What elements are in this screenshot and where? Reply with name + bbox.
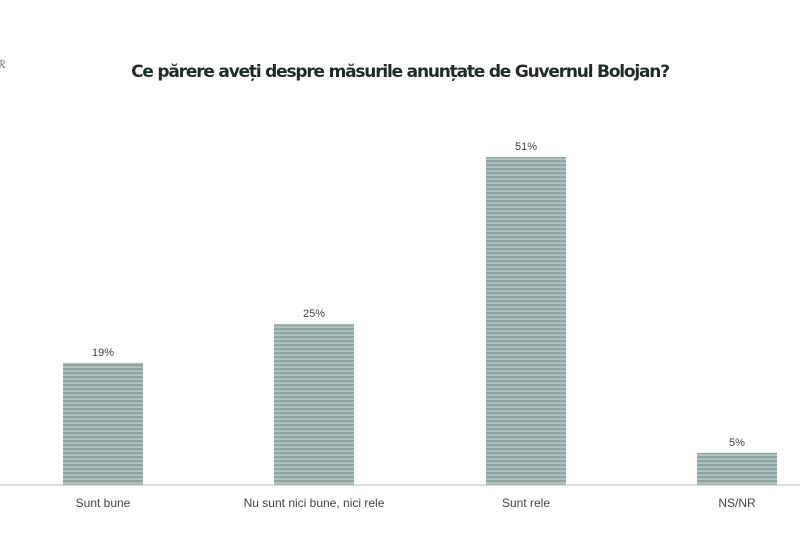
bar-2 bbox=[274, 324, 354, 485]
data-label: 5% bbox=[729, 437, 745, 449]
chart-title: Ce părere aveți despre măsurile anunțate… bbox=[131, 62, 670, 82]
bar-3 bbox=[486, 157, 566, 485]
category-label: Sunt bune bbox=[76, 496, 131, 510]
search-icon: ℛ bbox=[0, 59, 6, 71]
category-label: NS/NR bbox=[718, 496, 756, 510]
category-label: Sunt rele bbox=[502, 496, 550, 510]
category-label: Nu sunt nici bune, nici rele bbox=[244, 496, 385, 510]
data-label: 25% bbox=[303, 308, 325, 320]
data-label: 19% bbox=[92, 347, 114, 359]
bar-4 bbox=[697, 452, 777, 485]
bar-1 bbox=[63, 362, 143, 485]
data-label: 51% bbox=[515, 141, 537, 153]
